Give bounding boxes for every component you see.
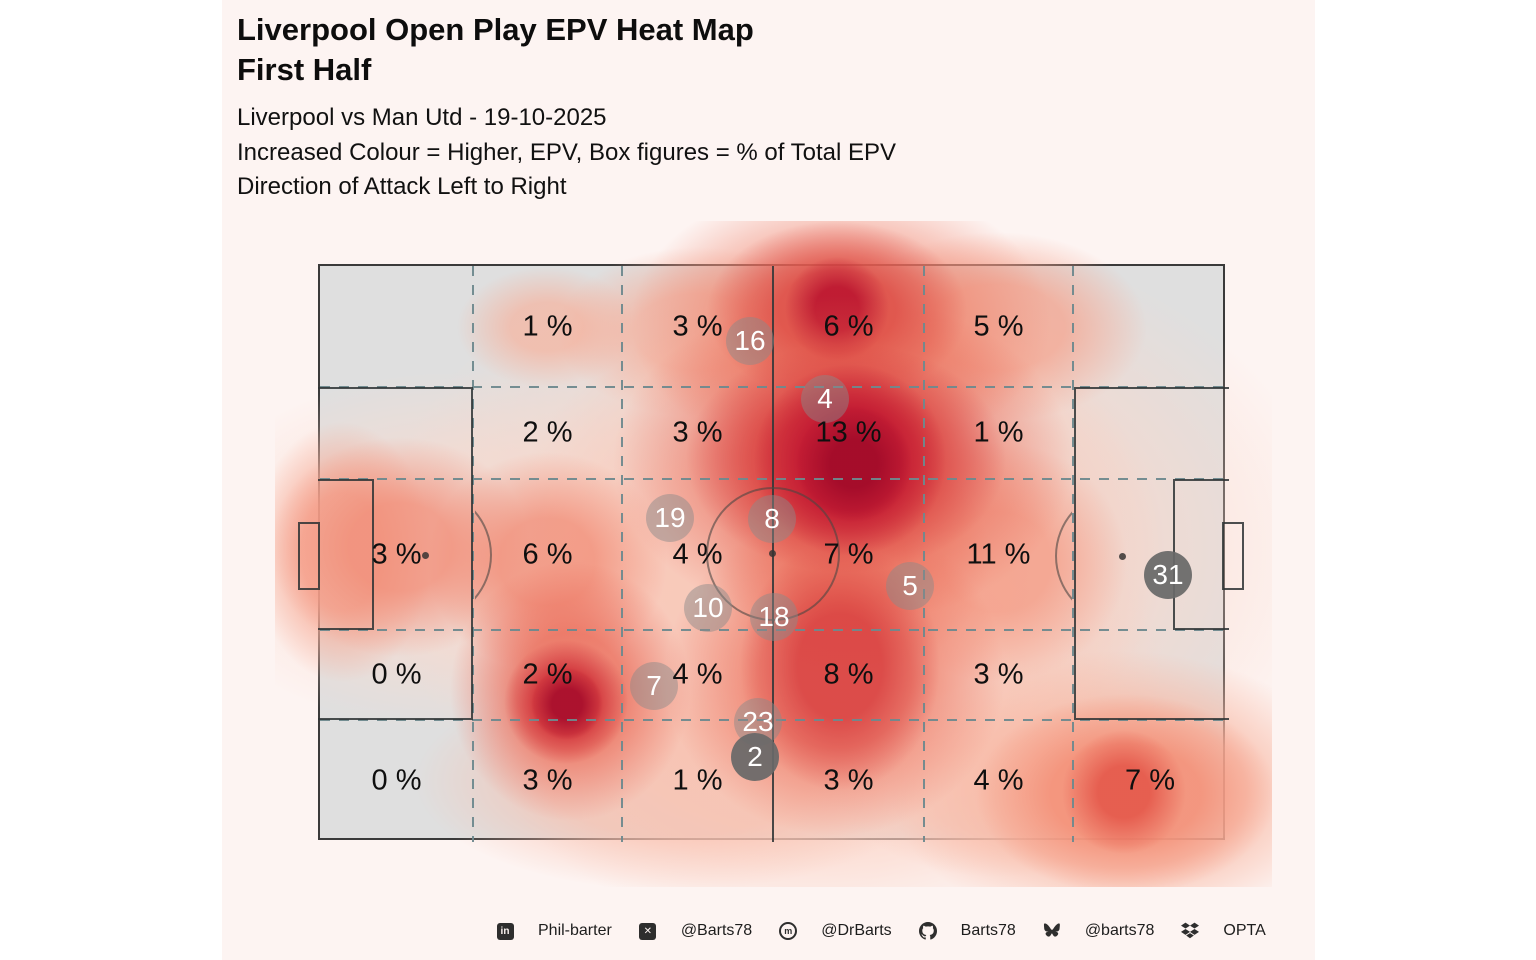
subtitle-match: Liverpool vs Man Utd - 19-10-2025: [237, 104, 607, 131]
zone-pct-label: 3 %: [973, 658, 1024, 691]
zone-pct-label: 4 %: [973, 764, 1024, 797]
player-marker: 18: [750, 593, 798, 641]
center-spot: [769, 550, 776, 557]
grid-line-vertical: [621, 266, 623, 842]
subtitle-legend: Increased Colour = Higher, EPV, Box figu…: [237, 138, 897, 166]
zone-pct-label: 3 %: [672, 416, 723, 449]
zone-pct-label: 1 %: [973, 416, 1024, 449]
player-marker: 5: [886, 562, 934, 610]
subtitle-direction: Direction of Attack Left to Right: [237, 173, 567, 200]
zone-pct-label: 11 %: [966, 538, 1031, 570]
github-icon: [918, 922, 937, 940]
zone-pct-label: 6 %: [522, 538, 573, 570]
footer-handle: OPTA: [1223, 922, 1266, 939]
player-marker: 16: [726, 317, 774, 365]
subtitle: Liverpool vs Man Utd - 19-10-2025 Increa…: [237, 101, 896, 205]
zone-pct-label: 6 %: [823, 310, 874, 342]
footer-handle: @Barts78: [680, 922, 753, 939]
title-line-1: Liverpool Open Play EPV Heat Map: [237, 12, 754, 47]
grid-line-vertical: [923, 266, 925, 842]
zone-pct-label: 13 %: [815, 416, 882, 449]
player-marker: 2: [731, 733, 779, 781]
bluesky-icon: [1043, 922, 1061, 940]
footer-item: ✕ @Barts78: [639, 922, 752, 940]
x-twitter-icon: ✕: [639, 922, 657, 940]
zone-pct-label: 4 %: [672, 658, 723, 691]
zone-pct-label: 3 %: [371, 538, 422, 570]
title-line-2: First Half: [237, 52, 372, 87]
footer-handle: @barts78: [1084, 922, 1155, 939]
center-circle: [706, 487, 840, 621]
footer-handle: Phil-barter: [538, 922, 612, 939]
zone-pct-label: 5 %: [973, 310, 1024, 342]
footer-handle: Barts78: [960, 922, 1016, 939]
player-marker: 10: [684, 584, 732, 632]
player-marker: 4: [801, 375, 849, 423]
zone-pct-label: 7 %: [1125, 764, 1175, 797]
page-title: Liverpool Open Play EPV Heat Map First H…: [237, 10, 754, 90]
grid-line-vertical: [1072, 266, 1074, 842]
zone-pct-label: 3 %: [672, 310, 723, 342]
zone-pct-label: 7 %: [823, 538, 874, 570]
player-marker: 31: [1144, 551, 1192, 599]
footer-item: in Phil-barter: [496, 922, 612, 940]
mastodon-icon: m: [779, 922, 798, 940]
six-yard-box-left: [318, 479, 374, 630]
penalty-box-left: [318, 387, 473, 720]
zone-percentage-labels: 1 % 3 % 6 % 5 % 2 % 3 % 13 % 1 % 3 % 6 % 4 % 7 % 11 …: [320, 266, 1223, 838]
linkedin-icon: in: [496, 922, 514, 940]
player-marker: 19: [646, 494, 694, 542]
zone-pct-label: 3 %: [823, 764, 874, 797]
footer-item: @barts78: [1043, 922, 1155, 940]
zone-pct-label: 8 %: [823, 658, 874, 691]
pitch-markings: [298, 266, 1244, 842]
footer-item: OPTA: [1181, 922, 1266, 940]
goal-right: [1222, 522, 1244, 590]
zone-pct-label: 1 %: [672, 764, 723, 797]
zone-pct-label: 0 %: [371, 764, 422, 797]
dropbox-icon: [1181, 922, 1200, 940]
grid-line-vertical: [472, 266, 474, 842]
player-marker: 8: [748, 495, 796, 543]
penalty-spot-left: [422, 552, 429, 559]
football-pitch: 16 4 19 8 10 18 5 7 23 2 31 1 % 3 % 6 % 5 % 2 % 3 % 13 %…: [275, 221, 1272, 887]
footer-item: m @DrBarts: [779, 922, 892, 940]
zone-pct-label: 1 %: [522, 310, 573, 342]
footer-item: Barts78: [918, 922, 1016, 940]
goal-left: [298, 522, 320, 590]
footer-handle: @DrBarts: [821, 922, 892, 939]
zone-pct-label: 0 %: [371, 658, 422, 691]
player-markers: 16 4 19 8 10 18 5 7 23 2 31: [320, 266, 1223, 838]
penalty-spot-right: [1119, 553, 1126, 560]
player-marker: 7: [630, 662, 678, 710]
zone-pct-label: 4 %: [672, 538, 723, 570]
social-footer: in Phil-barter ✕ @Barts78 m @DrBarts Barts78 @b…: [496, 922, 1266, 940]
zone-pct-label: 2 %: [522, 658, 573, 691]
penalty-box-right: [1074, 387, 1229, 720]
zone-pct-label: 2 %: [522, 416, 573, 449]
zone-pct-label: 3 %: [522, 764, 573, 797]
